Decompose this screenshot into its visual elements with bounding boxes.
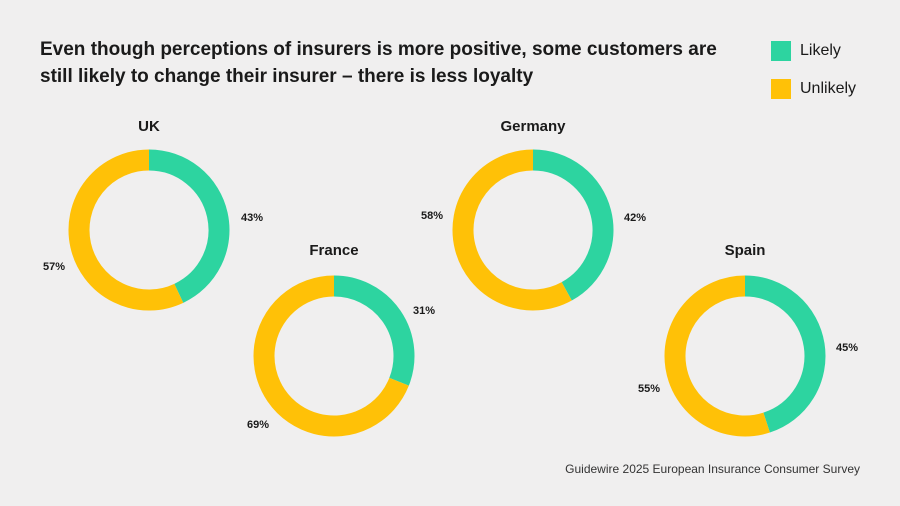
slice-likely-spain [744, 275, 826, 433]
slice-likely-uk [148, 149, 230, 303]
label-unlikely-france: 69% [247, 419, 269, 431]
donut-spain: Spain 45% 55% [638, 242, 858, 437]
donut-uk: UK 43% 57% [43, 118, 263, 311]
donut-france: France 31% 69% [247, 242, 435, 437]
slice-likely-germany [532, 149, 614, 301]
slice-unlikely-germany [452, 149, 572, 311]
donut-hole-spain [685, 296, 805, 416]
source-note: Guidewire 2025 European Insurance Consum… [565, 462, 860, 476]
label-unlikely-germany: 58% [421, 210, 443, 222]
legend: Likely Unlikely [771, 40, 856, 116]
label-likely-germany: 42% [624, 212, 646, 224]
legend-swatch-unlikely [771, 79, 791, 99]
donut-title-spain: Spain [725, 242, 766, 259]
donut-title-uk: UK [138, 118, 160, 135]
slice-unlikely-spain [664, 275, 770, 437]
legend-item-likely: Likely [771, 40, 856, 62]
legend-label-likely: Likely [800, 42, 841, 59]
chart-title: Even though perceptions of insurers is m… [40, 39, 717, 87]
donut-title-germany: Germany [500, 118, 566, 135]
donut-germany: Germany 42% 58% [421, 118, 646, 311]
legend-item-unlikely: Unlikely [771, 78, 856, 100]
label-likely-france: 31% [413, 305, 435, 317]
slice-unlikely-uk [68, 149, 184, 311]
donut-hole-germany [473, 170, 593, 290]
slice-likely-france [333, 275, 415, 386]
donut-hole-uk [89, 170, 209, 290]
label-unlikely-spain: 55% [638, 383, 660, 395]
donut-hole-france [274, 296, 394, 416]
legend-label-unlikely: Unlikely [800, 80, 857, 97]
label-unlikely-uk: 57% [43, 261, 65, 273]
legend-swatch-likely [771, 41, 791, 61]
label-likely-spain: 45% [836, 342, 858, 354]
donut-title-france: France [309, 242, 358, 259]
slice-unlikely-france [253, 275, 409, 437]
label-likely-uk: 43% [241, 212, 263, 224]
